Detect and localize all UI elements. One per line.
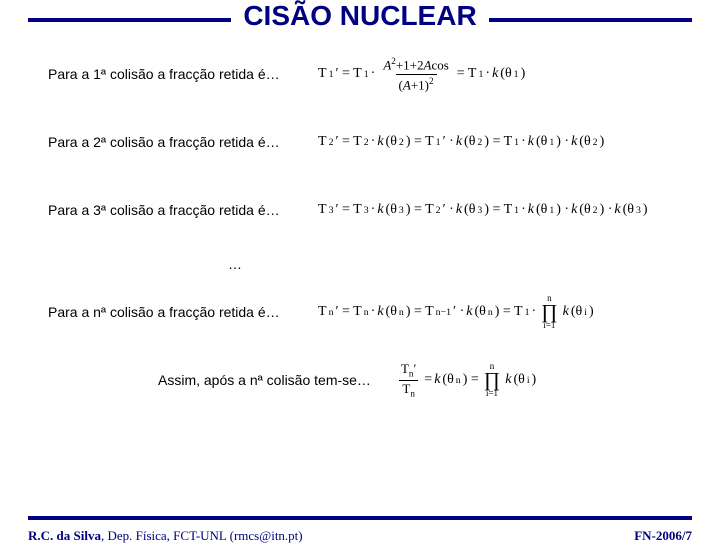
collision-row-1: Para a 1ª colisão a fracção retida é… T1… <box>48 52 672 96</box>
collision-row-3: Para a 3ª colisão a fracção retida é… T3… <box>48 188 672 232</box>
slide-title: CISÃO NUCLEAR <box>0 0 720 32</box>
collision-row-n: Para a nª colisão a fracção retida é… Tn… <box>48 290 672 334</box>
footer-author: R.C. da Silva <box>28 528 101 543</box>
conclusion-row: Assim, após a nª colisão tem-se… Tn′Tn =… <box>158 362 672 398</box>
collision-row-2: Para a 2ª colisão a fracção retida é… T2… <box>48 120 672 164</box>
footer-left: R.C. da Silva, Dep. Física, FCT-UNL (rmc… <box>28 528 303 544</box>
row-2-text: Para a 2ª colisão a fracção retida é… <box>48 134 318 150</box>
row-1-text: Para a 1ª colisão a fracção retida é… <box>48 66 318 82</box>
footer-affil: , Dep. Física, FCT-UNL (rmcs@itn.pt) <box>101 528 303 543</box>
title-text: CISÃO NUCLEAR <box>231 0 488 31</box>
ellipsis: … <box>48 256 672 272</box>
conclusion-equation: Tn′Tn = k(θn) = n∏i=1 k(θi) <box>395 362 536 398</box>
footer-row: R.C. da Silva, Dep. Física, FCT-UNL (rmc… <box>28 528 692 544</box>
row-3-equation: T3′ = T3 · k(θ3) = T2′ · k(θ3) = T1 · k(… <box>318 202 648 218</box>
bottom-rule <box>28 516 692 520</box>
row-3-text: Para a 3ª colisão a fracção retida é… <box>48 202 318 218</box>
row-n-equation: Tn′ = Tn · k(θn) = Tn−1′ · k(θn) = T1 · … <box>318 294 594 330</box>
row-n-text: Para a nª colisão a fracção retida é… <box>48 304 318 320</box>
content-area: Para a 1ª colisão a fracção retida é… T1… <box>0 32 720 398</box>
conclusion-text: Assim, após a nª colisão tem-se… <box>158 372 371 388</box>
footer-right: FN-2006/7 <box>634 528 692 544</box>
row-2-equation: T2′ = T2 · k(θ2) = T1′ · k(θ2) = T1 · k(… <box>318 134 604 150</box>
row-1-equation: T1′ = T1 · A2+1+2Acos(A+1)2 = T1 · k(θ1) <box>318 56 525 92</box>
